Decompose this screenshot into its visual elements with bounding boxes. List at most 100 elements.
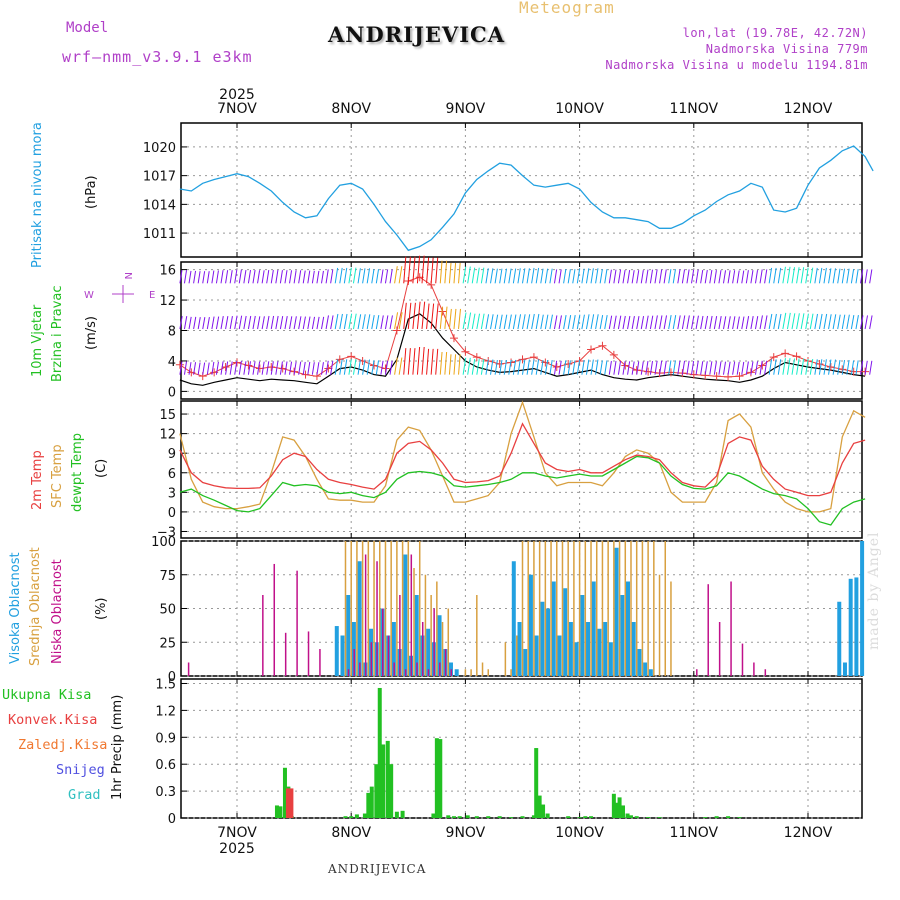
cloud-bar-low	[382, 608, 384, 676]
wind-arrow	[366, 359, 371, 375]
wind-arrow	[645, 269, 649, 284]
wind-arrow	[270, 315, 275, 330]
wind-arrow	[444, 306, 448, 330]
wind-arrow	[544, 359, 549, 375]
wind-arrow	[403, 302, 407, 330]
wind-arrow	[426, 257, 430, 284]
wind-arrow	[252, 361, 256, 375]
wind-arrow	[855, 269, 859, 284]
precip-bar	[509, 817, 514, 818]
y-tick-label: 8	[168, 325, 176, 340]
wind-arrow	[512, 314, 517, 330]
conv-precip-bar	[289, 788, 294, 818]
wind-arrow	[645, 360, 649, 375]
wind-arrow	[823, 313, 828, 330]
wind-arrow	[677, 269, 681, 284]
wind-arrow	[426, 303, 430, 330]
wind-arrow	[677, 360, 681, 375]
wind-arrow	[777, 359, 782, 375]
gust-marker	[781, 349, 790, 358]
wind-arrow	[188, 362, 192, 375]
cloud-bar-mid	[424, 574, 427, 676]
wind-arrow	[659, 269, 663, 284]
gust-marker	[598, 341, 607, 350]
cloud-bar-mid	[647, 541, 649, 676]
day-label-bottom: 9NOV	[446, 825, 486, 841]
wind-arrow	[654, 360, 658, 375]
wind-arrow	[439, 260, 443, 284]
y-tick-label: 12	[159, 428, 176, 443]
wind-arrow	[197, 271, 201, 284]
cloud-bar-mid	[436, 581, 438, 676]
wind-arrow	[535, 359, 540, 375]
wind-arrow	[362, 268, 366, 284]
dir-legend-cross	[112, 285, 134, 303]
wind-arrow	[805, 358, 809, 375]
precip-bar	[400, 810, 405, 818]
cloud-bar-low	[696, 669, 698, 676]
wind-arrow	[348, 313, 353, 330]
cloud-bar-high	[546, 608, 551, 676]
wind-arrow	[585, 359, 590, 375]
wind-arrow	[613, 360, 617, 375]
wind-arrow	[480, 313, 485, 330]
year-label-top: 2025	[219, 87, 255, 103]
wind-arrow	[828, 268, 832, 284]
wind-arrow	[298, 270, 302, 284]
precip-bar	[343, 816, 348, 818]
cloud-bar-high	[528, 574, 533, 676]
y-tick-label: 16	[159, 264, 176, 279]
cloud-bar-low	[433, 608, 435, 676]
wind-arrow	[339, 359, 343, 375]
wind-arrow	[380, 269, 384, 284]
gust-marker	[735, 372, 744, 381]
wind-arrow	[549, 359, 553, 375]
precip-bar	[566, 816, 571, 818]
wind-arrow	[293, 316, 297, 330]
cloud-bar-mid	[470, 669, 472, 676]
wind-arrow	[563, 315, 567, 330]
wind-arrow	[663, 269, 667, 284]
wind-arrow	[229, 316, 233, 330]
precip-bar	[274, 805, 279, 818]
wind-arrow	[302, 361, 306, 375]
wind-arrow	[179, 361, 183, 375]
wind-arrow	[270, 269, 274, 284]
wind-arrow	[275, 361, 279, 375]
cloud-bar-mid	[653, 541, 655, 676]
wind-arrow	[796, 358, 800, 375]
wind-arrow	[654, 315, 658, 330]
wind-arrow	[339, 267, 343, 284]
wind-arrow	[736, 316, 740, 330]
wind-arrow	[850, 360, 855, 375]
wind-arrow	[380, 360, 384, 375]
wind-arrow	[695, 360, 699, 375]
wind-arrow	[654, 269, 658, 284]
wind-arrow	[526, 359, 530, 375]
wind-arrow	[448, 262, 452, 284]
wind-arrow	[448, 354, 452, 375]
precip-bar	[282, 767, 287, 818]
cloud-bar-low	[427, 669, 430, 676]
cloud-bar-mid	[618, 541, 621, 676]
wind-arrow	[352, 267, 357, 284]
cloud-bar-low	[444, 649, 447, 676]
gust-marker	[449, 334, 458, 343]
wind-arrow	[458, 262, 461, 284]
wind-arrow	[202, 317, 206, 330]
wind-arrow	[855, 315, 859, 330]
wind-arrow	[750, 361, 754, 375]
wind-arrow	[398, 357, 403, 375]
wind-arrow	[681, 360, 686, 375]
wind-arrow	[490, 359, 494, 375]
cloud-bar-mid	[396, 541, 398, 676]
precip-bar	[537, 795, 542, 818]
wind-arrow	[604, 269, 608, 284]
cloud-bar-high	[403, 554, 408, 676]
wind-arrow	[860, 315, 864, 330]
wind-arrow	[608, 360, 612, 375]
wind-arrow	[782, 358, 786, 375]
y-tick-label: 1.5	[155, 677, 176, 692]
wind-arrow	[535, 267, 540, 284]
wind-arrow	[485, 314, 490, 330]
